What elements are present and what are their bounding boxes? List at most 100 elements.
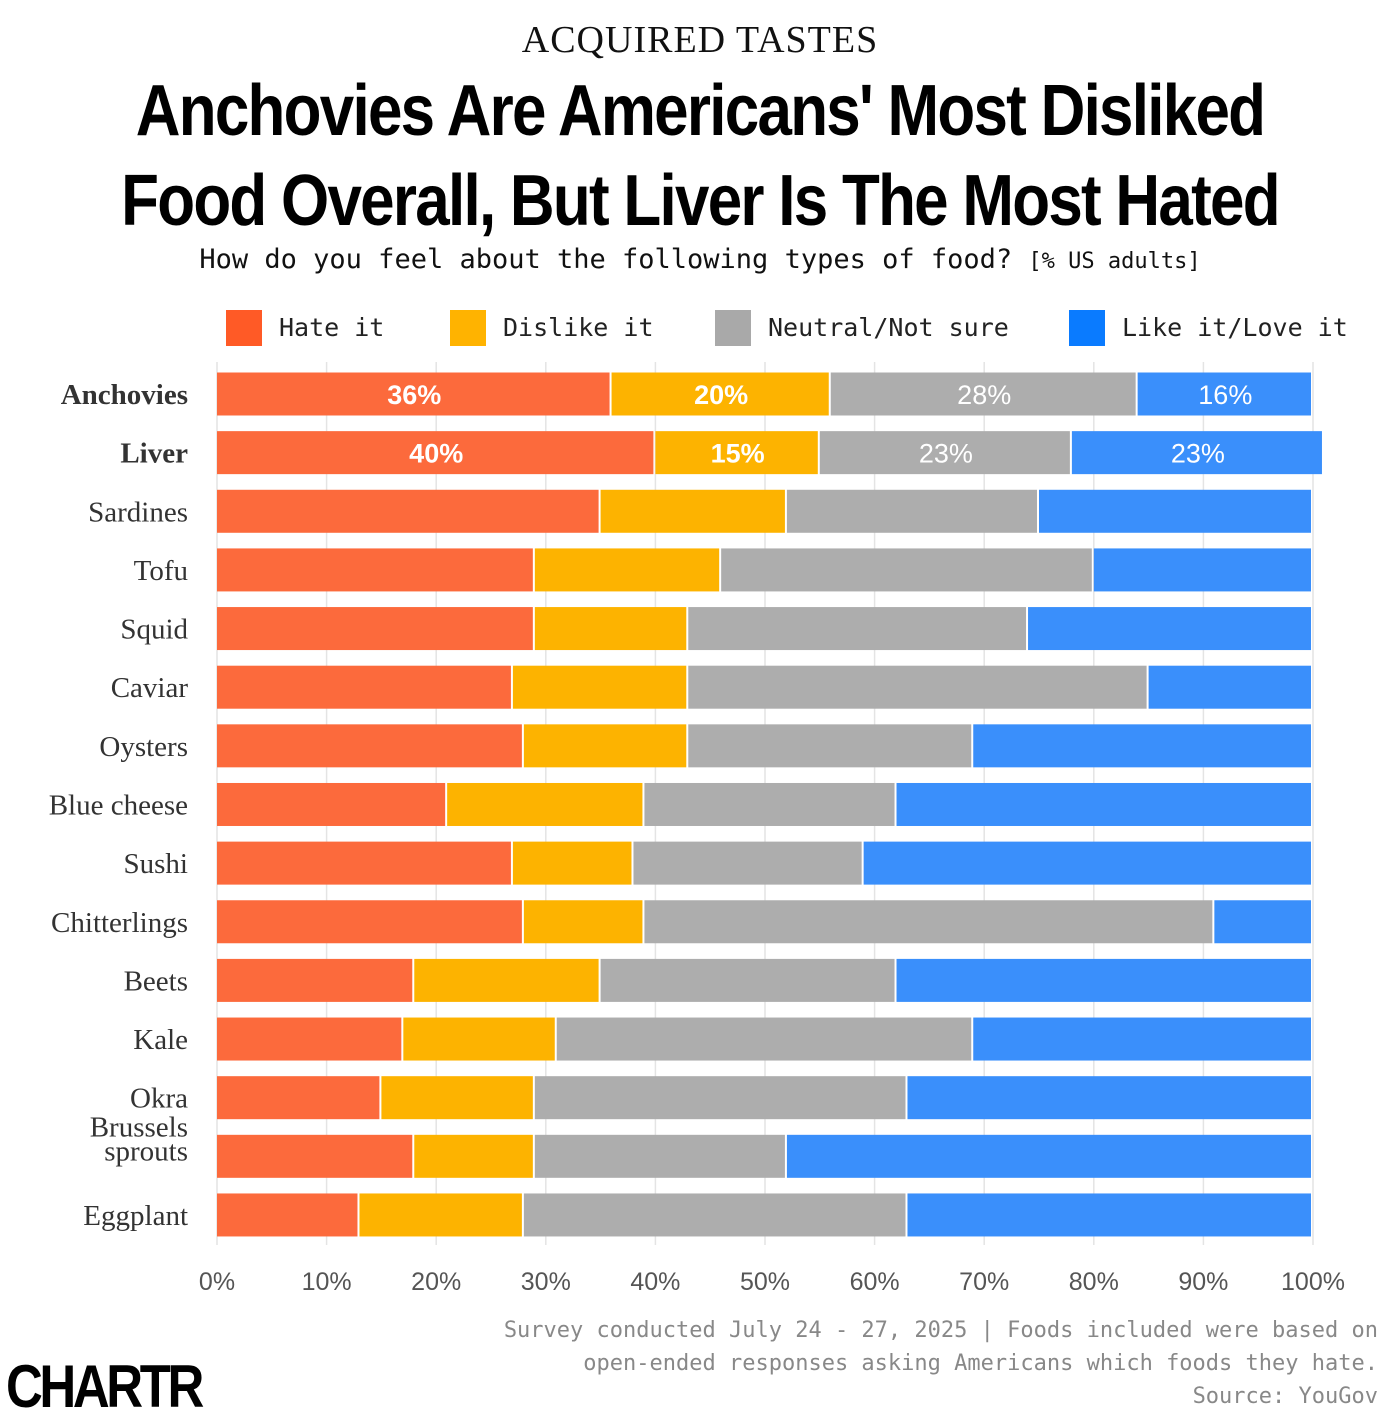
category-label: Brussels [90,1111,188,1143]
legend-label: Dislike it [503,313,654,342]
bar-segment [217,958,413,1002]
data-label: 20% [694,380,748,410]
category-label: Sardines [88,496,188,528]
legend-label: Neutral/Not sure [768,313,1009,342]
footer-source: Source: YouGov [1192,1384,1378,1409]
data-label: 23% [919,439,973,469]
x-tick-label: 30% [521,1268,571,1296]
bar-segment [786,489,1037,533]
category-label: Oysters [99,731,188,763]
data-label: 15% [711,439,765,469]
legend-swatch [1069,310,1105,346]
bar-segment [217,489,599,533]
bar-segment [907,1076,1311,1120]
footer-line-2: open-ended responses asking Americans wh… [583,1351,1378,1376]
bar-segment [523,900,643,944]
chart-kicker: ACQUIRED TASTES [521,19,879,61]
title-line-2: Food Overall, But Liver Is The Most Hate… [121,161,1280,241]
x-tick-label: 10% [302,1268,352,1296]
bar-segment [1137,372,1311,416]
bar-segment [512,665,687,709]
bar-segment [414,958,599,1002]
bar-segment [556,1017,972,1061]
bar-segment [217,372,610,416]
bar-segment [217,724,522,768]
x-tick-label: 60% [850,1268,900,1296]
chart-footer: Survey conducted July 24 - 27, 2025 | Fo… [504,1314,1378,1413]
data-label: 36% [387,380,441,410]
bar-segment [1028,607,1311,651]
bar-segment [721,548,1092,592]
category-label: Squid [120,614,188,646]
category-label: Beets [124,965,188,997]
data-label: 40% [409,439,463,469]
subtitle-unit: [% US adults] [1028,249,1201,274]
bar-segment [1148,665,1311,709]
category-label: Blue cheese [49,789,188,821]
bar-segment [819,431,1070,475]
bar-segment [600,958,895,1002]
bar-segment [973,724,1311,768]
bar-segment [655,431,818,475]
bar-segment [633,841,862,885]
bar-segment [688,724,972,768]
bar-segment [381,1076,533,1120]
bar-segment [534,1134,785,1178]
chart-subtitle: How do you feel about the following type… [0,244,1400,275]
subtitle-question: How do you feel about the following type… [199,244,1013,275]
legend-swatch [450,310,486,346]
legend-swatch [226,310,262,346]
bar-segment [217,1017,402,1061]
chartr-logo: CHARTR [6,1353,204,1420]
bar-segment [534,607,687,651]
bar-segment [217,1134,413,1178]
x-tick-label: 50% [740,1268,790,1296]
category-label: Sushi [124,848,188,880]
bar-segment [217,782,446,826]
bar-segment [217,665,511,709]
bar-segment [830,372,1136,416]
bar-segment [447,782,643,826]
bar-segment [217,841,511,885]
bar-segment [896,958,1311,1002]
bar-segment [359,1193,522,1237]
bar-segment [217,1076,380,1120]
bar-segment [786,1134,1311,1178]
category-label: Okra [130,1083,188,1115]
bar-segment [217,548,533,592]
legend-label: Like it/Love it [1122,313,1348,342]
footer-line-1: Survey conducted July 24 - 27, 2025 | Fo… [503,1318,1378,1343]
bar-segment [217,431,654,475]
bar-segment [534,1076,906,1120]
x-tick-label: 70% [959,1268,1009,1296]
category-label: sprouts [104,1135,188,1167]
category-label: Chitterlings [51,907,188,939]
x-tick-label: 20% [411,1268,461,1296]
bar-segment [1214,900,1311,944]
bar-segment [523,1193,906,1237]
bar-segment [896,782,1311,826]
bar-segment [644,900,1213,944]
x-tick-label: 40% [630,1268,680,1296]
bar-segment [644,782,895,826]
bar-segment [523,724,687,768]
bar-segment [688,665,1147,709]
bar-segment [217,900,522,944]
x-tick-label: 90% [1178,1268,1228,1296]
bar-segment [403,1017,555,1061]
data-label: 28% [957,380,1011,410]
title-line-1: Anchovies Are Americans' Most Disliked [135,71,1266,151]
bar-segment [600,489,785,533]
legend-label: Hate it [279,313,384,342]
x-tick-label: 0% [199,1268,235,1296]
category-label: Eggplant [83,1200,188,1232]
legend-swatch [715,310,751,346]
bar-segment [611,372,829,416]
chart-title: Anchovies Are Americans' Most Disliked F… [98,66,1302,246]
x-tick-label: 100% [1281,1268,1345,1296]
bar-segment [217,607,533,651]
bar-segment [907,1193,1311,1237]
category-label: Caviar [111,672,189,704]
bar-segment [1093,548,1311,592]
